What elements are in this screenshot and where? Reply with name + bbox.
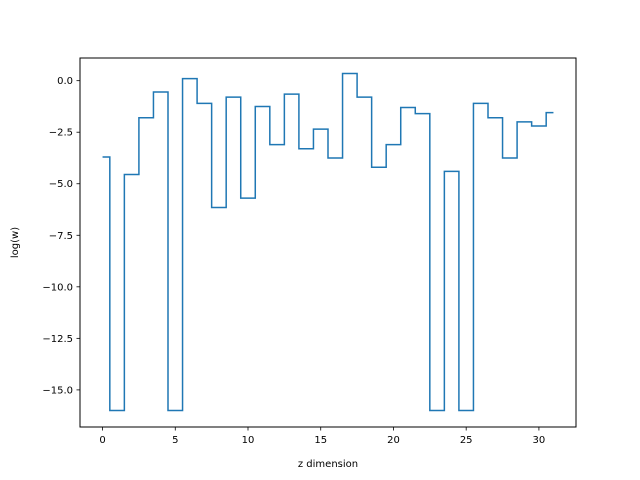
y-tick-label: −7.5 [49,231,73,242]
x-tick-label: 0 [99,435,105,446]
y-tick-label: −10.0 [42,282,73,293]
x-axis-label: z dimension [298,459,358,470]
y-axis-label: log(w) [10,227,21,258]
x-tick-label: 10 [242,435,255,446]
x-tick-label: 30 [533,435,546,446]
series-layer [102,72,554,412]
y-tick-label: −15.0 [42,385,73,396]
series-step-line [102,72,554,412]
x-tick-label: 15 [314,435,327,446]
x-tick-label: 20 [387,435,400,446]
x-axis: 0 5 10 15 20 25 30 [99,427,545,446]
x-tick-label: 5 [172,435,178,446]
y-axis: 0.0 −2.5 −5.0 −7.5 −10.0 −12.5 −15.0 [42,76,80,396]
y-tick-label: −12.5 [42,334,73,345]
y-tick-label: 0.0 [57,76,73,87]
y-tick-label: −5.0 [49,179,73,190]
x-tick-label: 25 [460,435,473,446]
y-tick-label: −2.5 [49,128,73,139]
axes-frame [79,57,577,428]
